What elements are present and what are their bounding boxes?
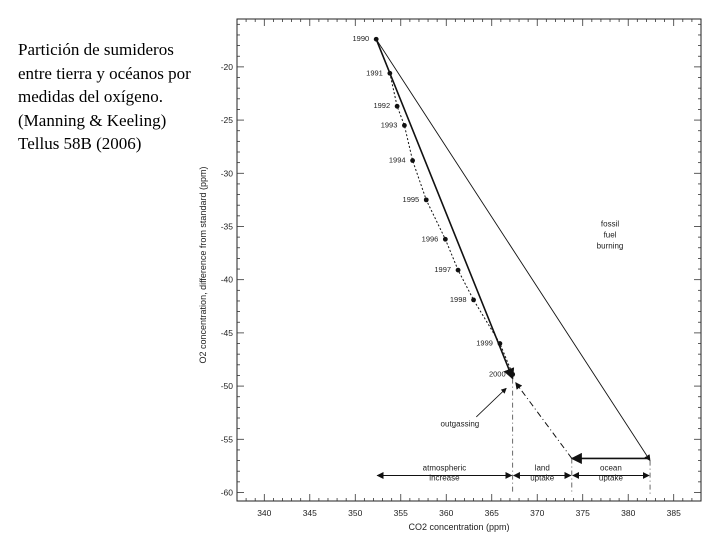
x-tick-label: 365: [485, 508, 499, 518]
data-point: [497, 341, 503, 346]
y-tick-label: -25: [221, 115, 234, 125]
year-label: 2000: [489, 369, 506, 378]
annotation-text: burning: [597, 241, 624, 250]
data-point: [402, 123, 407, 128]
year-label: 1997: [434, 265, 451, 274]
data-point: [394, 103, 400, 109]
range-arrow-label: land: [535, 463, 550, 472]
y-tick-label: -20: [221, 62, 234, 72]
plot-frame: [236, 18, 702, 502]
annotation-text: outgassing: [441, 420, 480, 429]
y-tick-label: -40: [221, 275, 234, 285]
x-tick-label: 375: [576, 508, 590, 518]
x-tick-label: 360: [439, 508, 453, 518]
range-arrow-label: uptake: [530, 473, 555, 482]
year-label: 1990: [353, 34, 370, 43]
year-label: 1993: [381, 120, 398, 129]
year-label: 1996: [422, 234, 439, 243]
annotation-text: fuel: [604, 230, 617, 239]
y-tick-label: -35: [221, 221, 234, 231]
y-tick-label: -55: [221, 434, 234, 444]
data-point: [410, 158, 415, 163]
range-arrow-label: increase: [429, 473, 460, 482]
data-series: 1990 1991 1992 1993 1994 1995 1996 1997 1998 1999…: [353, 34, 516, 378]
data-point: [423, 197, 429, 203]
data-point: [442, 236, 448, 242]
year-label: 1995: [403, 195, 420, 204]
x-tick-label: 350: [348, 508, 362, 518]
x-tick-label: 385: [667, 508, 681, 518]
data-point: [373, 36, 379, 42]
y-tick-label: -45: [221, 328, 234, 338]
range-arrow-label: uptake: [599, 473, 624, 482]
year-label: 1991: [366, 68, 383, 77]
caption: Partición de sumideros entre tierra y oc…: [18, 38, 243, 156]
y-axis-label: O2 concentration, difference from standa…: [198, 167, 208, 364]
caption-line: medidas del oxígeno.: [18, 87, 163, 106]
caption-line: Partición de sumideros: [18, 40, 174, 59]
y-tick-label: -50: [221, 381, 234, 391]
y-tick-label: -30: [221, 168, 234, 178]
caption-line: (Manning & Keeling): [18, 110, 167, 130]
chart-labels: CO2 concentration (ppm) O2 concentration,…: [198, 167, 623, 532]
x-tick-label: 380: [621, 508, 635, 518]
caption-line: Tellus 58B (2006): [18, 134, 142, 153]
vector-lines: [375, 38, 651, 495]
axis-ticks: 340 345 350 355 360 365 370 375 380 385 -20 -25 -30 -…: [221, 19, 701, 518]
y-tick-label: -60: [221, 487, 234, 497]
data-point: [471, 297, 476, 303]
data-point: [387, 70, 393, 76]
outgassing-pointer: [476, 387, 507, 418]
x-tick-label: 340: [257, 508, 271, 518]
x-tick-label: 370: [530, 508, 544, 518]
data-point: [510, 371, 516, 377]
outgassing-vector: [515, 382, 573, 459]
caption-line: entre tierra y océanos por: [18, 63, 191, 83]
x-axis-label: CO2 concentration (ppm): [408, 522, 509, 532]
data-point: [455, 267, 461, 273]
observed-trend-vector: [375, 38, 515, 380]
annotation-text: fossil: [601, 219, 619, 228]
x-tick-label: 345: [303, 508, 317, 518]
year-label: 1999: [476, 339, 493, 348]
x-tick-label: 355: [394, 508, 408, 518]
range-arrow-label: ocean: [600, 463, 622, 472]
fossil-fuel-vector: [375, 38, 651, 462]
year-label: 1994: [389, 156, 406, 165]
year-label: 1992: [373, 101, 390, 110]
year-label: 1998: [450, 295, 467, 304]
range-arrow-label: atmospheric: [423, 463, 467, 472]
